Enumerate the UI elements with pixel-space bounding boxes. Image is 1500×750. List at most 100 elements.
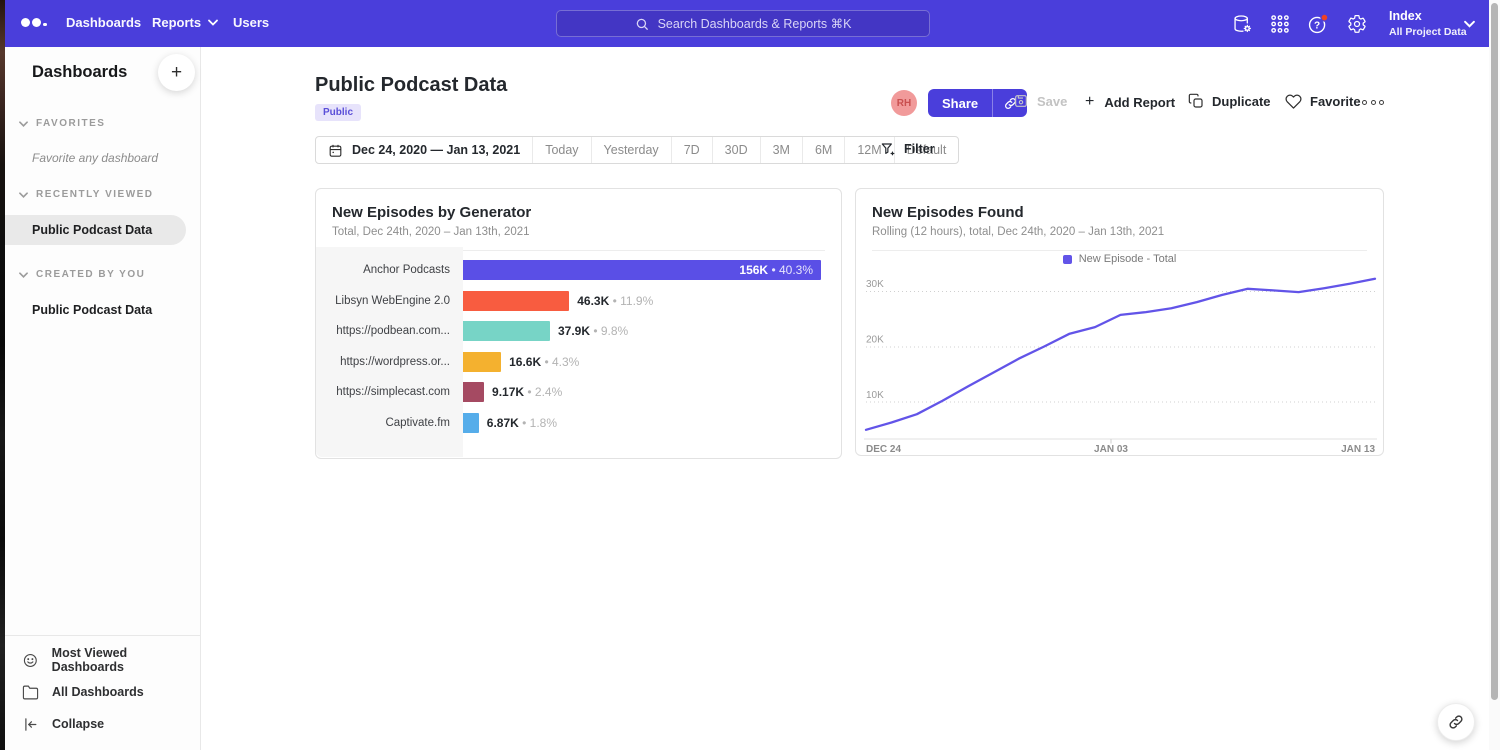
preset-today[interactable]: Today (532, 137, 590, 163)
favorite-button[interactable]: Favorite (1285, 93, 1361, 110)
bar-segment[interactable] (463, 290, 570, 311)
bar-row: Captivate.fm 6.87K • 1.8% (316, 408, 841, 439)
x-tick-jan13: JAN 13 (1341, 444, 1375, 455)
visibility-badge: Public (315, 104, 362, 121)
x-tick-dec24: DEC 24 (866, 444, 901, 455)
bar-category-label: https://podbean.com... (336, 325, 450, 338)
nav-users[interactable]: Users (233, 15, 270, 30)
sidebar-item-public-podcast-data[interactable]: Public Podcast Data (5, 215, 186, 245)
chart-legend: New Episode - Total (856, 253, 1383, 265)
bar-row: Libsyn WebEngine 2.0 46.3K • 11.9% (316, 286, 841, 317)
preset-default[interactable]: Default (893, 137, 959, 163)
share-link-fab[interactable] (1437, 703, 1475, 741)
page-scrollbar[interactable] (1489, 0, 1500, 750)
bar-category-label: https://wordpress.or... (340, 355, 450, 368)
workspace-switcher[interactable]: Index All Project Data (1389, 9, 1467, 38)
preset-3m[interactable]: 3M (759, 137, 802, 163)
duplicate-button[interactable]: Duplicate (1188, 93, 1271, 109)
y-tick-20k: 20K (866, 335, 884, 346)
svg-text:?: ? (1314, 21, 1320, 32)
sidebar-item-public-podcast-data-created[interactable]: Public Podcast Data (32, 303, 153, 317)
section-recently-viewed[interactable]: RECENTLY VIEWED (19, 189, 200, 200)
legend-swatch (1062, 254, 1072, 264)
preset-yesterday[interactable]: Yesterday (590, 137, 671, 163)
sidebar: Dashboards + FAVORITES Favorite any dash… (5, 47, 201, 750)
chevron-down-icon[interactable] (1464, 20, 1475, 28)
bar-percent-label: • 11.9% (612, 293, 654, 308)
bar-value-label: 16.6K • 4.3% (509, 354, 580, 369)
bar-value-label: 6.87K • 1.8% (486, 415, 558, 430)
bar-value-label: 37.9K • 9.8% (557, 324, 629, 339)
bar-category-label: Captivate.fm (385, 416, 450, 429)
bar-value-label: 46.3K • 11.9% (577, 293, 654, 308)
preset-12m[interactable]: 12M (844, 137, 893, 163)
apps-grid-icon[interactable] (1269, 13, 1291, 35)
collapse-sidebar-button[interactable]: Collapse (5, 708, 200, 740)
all-dashboards-link[interactable]: All Dashboards (5, 676, 200, 708)
scrollbar-thumb[interactable] (1491, 3, 1498, 700)
card-new-episodes-found: New Episodes Found Rolling (12 hours), t… (855, 188, 1384, 456)
most-viewed-dashboards-link[interactable]: Most Viewed Dashboards (5, 644, 200, 676)
nav-dashboards[interactable]: Dashboards (66, 15, 142, 30)
plus-icon: + (1085, 93, 1095, 110)
share-link-button[interactable] (993, 89, 1027, 117)
smiley-icon (23, 653, 37, 667)
app-logo-icon[interactable] (21, 18, 47, 27)
sidebar-title: Dashboards (32, 63, 128, 81)
bar-percent-label: • 4.3% (544, 354, 580, 369)
line-chart-plot[interactable]: 30K 20K 10K DEC 24 JAN 03 JAN 13 (856, 271, 1385, 457)
bar-category-label: Libsyn WebEngine 2.0 (335, 294, 450, 307)
section-created-by-you[interactable]: CREATED BY YOU (19, 269, 200, 280)
bar-percent-label: • 1.8% (522, 415, 558, 430)
preset-6m[interactable]: 6M (801, 137, 844, 163)
card-new-episodes-by-generator: New Episodes by Generator Total, Dec 24t… (315, 188, 842, 459)
bar-row: https://wordpress.or... 16.6K • 4.3% (316, 347, 841, 378)
add-dashboard-button[interactable]: + (158, 54, 195, 91)
share-button[interactable]: Share (928, 89, 994, 117)
preset-7d[interactable]: 7D (670, 137, 712, 163)
avatar[interactable]: RH (891, 90, 917, 116)
preset-30d[interactable]: 30D (711, 137, 760, 163)
bar-percent-label: • 40.3% (771, 263, 813, 278)
bar-category-label: https://simplecast.com (336, 386, 450, 399)
help-icon[interactable]: ? (1307, 13, 1329, 35)
bar-segment[interactable] (463, 351, 502, 372)
collapse-icon (25, 717, 37, 731)
workspace-name: Index (1389, 9, 1422, 23)
chevron-down-icon (19, 120, 28, 127)
section-favorites[interactable]: FAVORITES (19, 118, 200, 129)
heart-icon (1285, 94, 1302, 109)
chevron-down-icon (208, 19, 219, 26)
bar-label-column-bg (316, 247, 463, 457)
y-tick-10k: 10K (866, 390, 884, 401)
data-sources-icon[interactable] (1231, 13, 1253, 35)
favorites-empty-hint: Favorite any dashboard (32, 151, 159, 165)
add-report-button[interactable]: + Add Report (1085, 93, 1176, 110)
search-placeholder: Search Dashboards & Reports ⌘K (657, 17, 852, 31)
bar-row: https://podbean.com... 37.9K • 9.8% (316, 316, 841, 347)
date-range-picker[interactable]: Dec 24, 2020 — Jan 13, 2021 (316, 137, 532, 163)
date-toolbar: Dec 24, 2020 — Jan 13, 2021 Today Yesterd… (315, 136, 960, 164)
settings-gear-icon[interactable] (1346, 13, 1368, 35)
bar-row: https://simplecast.com 9.17K • 2.4% (316, 377, 841, 408)
legend-label: New Episode - Total (1078, 253, 1177, 265)
global-search-input[interactable]: Search Dashboards & Reports ⌘K (556, 10, 930, 37)
search-icon (636, 18, 648, 30)
date-presets: Today Yesterday 7D 30D 3M 6M 12M Default (532, 137, 958, 163)
page-title: Public Podcast Data (315, 74, 508, 96)
more-options-icon[interactable] (1362, 100, 1384, 105)
y-tick-30k: 30K (866, 279, 884, 290)
copy-icon (1188, 93, 1203, 108)
filter-button[interactable]: Filter (880, 141, 935, 157)
folder-icon (22, 685, 39, 699)
chart-subtitle: Rolling (12 hours), total, Dec 24th, 202… (872, 226, 1165, 238)
nav-reports[interactable]: Reports (152, 15, 219, 30)
bar-segment[interactable] (463, 321, 550, 342)
bar-segment[interactable] (463, 382, 485, 403)
share-button-group: Share (928, 89, 1028, 117)
save-button[interactable]: Save (1013, 93, 1067, 109)
bar-row: Anchor Podcasts 156K • 40.3% (316, 255, 841, 286)
desktop-edge-strip (0, 0, 5, 750)
bar-segment[interactable] (463, 412, 479, 433)
bar-segment[interactable]: 156K • 40.3% (463, 260, 821, 281)
